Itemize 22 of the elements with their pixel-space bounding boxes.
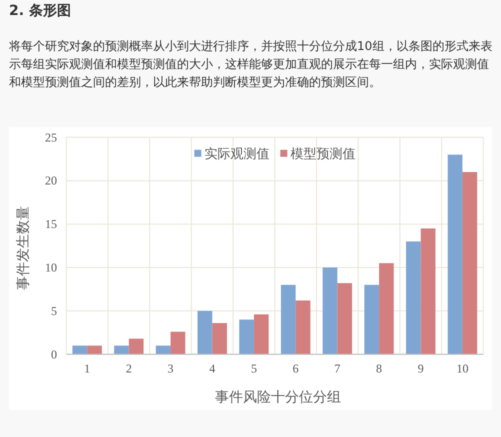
x-tick-label: 10 bbox=[456, 362, 468, 376]
y-tick-label: 15 bbox=[45, 217, 57, 232]
x-tick-label: 6 bbox=[292, 362, 299, 376]
y-tick-label: 5 bbox=[51, 304, 57, 318]
x-tick-label: 8 bbox=[376, 362, 382, 376]
x-tick-label: 4 bbox=[209, 362, 216, 376]
y-axis-title: 事件发生数量 bbox=[16, 206, 32, 290]
y-tick-label: 10 bbox=[45, 260, 57, 274]
x-tick-label: 9 bbox=[418, 362, 424, 376]
subtitle: 将每个研究对象的预测概率从小到大进行排序，并按照十分位分成10组，以条图的形式来表示每组实际观测值和模型预测值的大小，这样能够更加直观的展示在每一组内，实际观测值和模型预测值之间的差别，以此来帮助判断模型更为准确的预测区间。 bbox=[9, 38, 494, 91]
legend-label: 实际观测值 bbox=[204, 146, 270, 161]
y-tick-label: 25 bbox=[45, 130, 57, 144]
x-tick-label: 7 bbox=[334, 362, 340, 376]
x-tick-label: 5 bbox=[250, 362, 257, 376]
x-tick-label: 1 bbox=[84, 362, 90, 376]
title: 2. 条形图 bbox=[9, 2, 71, 20]
x-tick-label: 2 bbox=[126, 362, 132, 376]
legend-label: 模型预测值 bbox=[290, 146, 356, 161]
y-tick-label: 20 bbox=[45, 174, 57, 188]
x-axis-title: 事件风险十分位分组 bbox=[214, 390, 341, 406]
x-tick-label: 3 bbox=[168, 362, 174, 376]
y-tick-label: 0 bbox=[51, 347, 57, 362]
